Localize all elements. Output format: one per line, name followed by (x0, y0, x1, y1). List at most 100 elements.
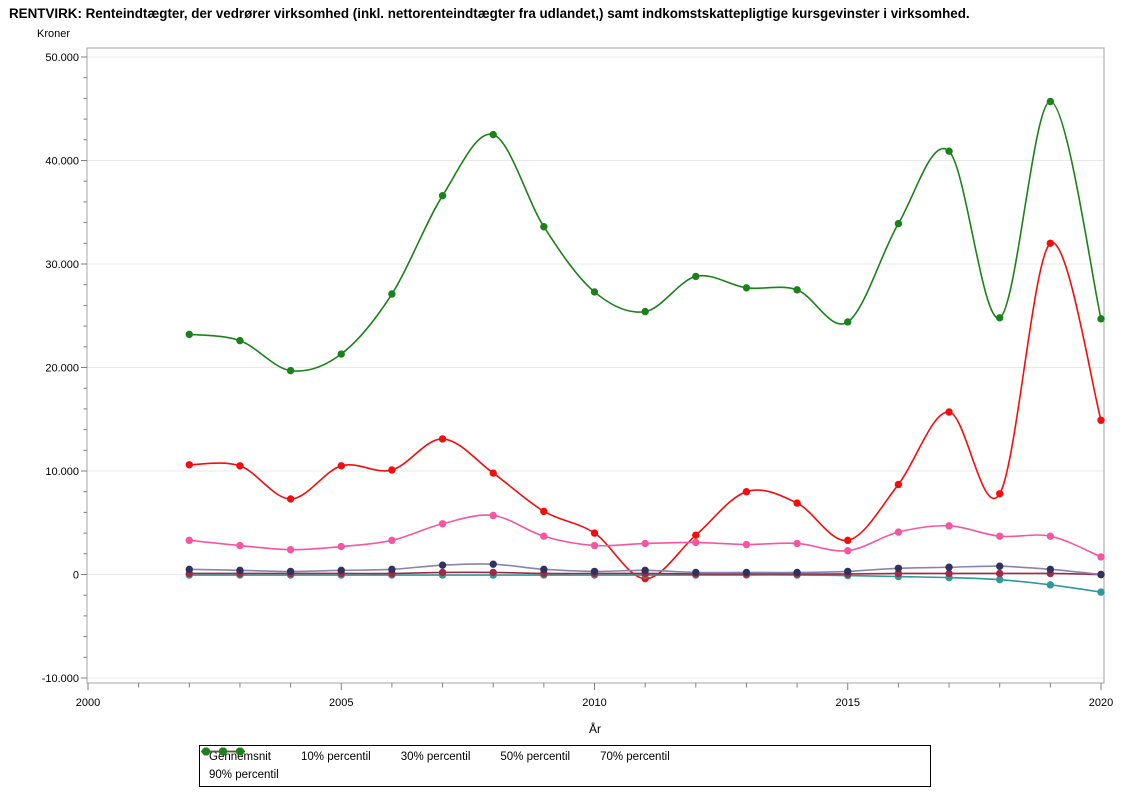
data-point (286, 567, 295, 576)
data-point (489, 130, 497, 139)
series-90-percentil (185, 97, 1105, 375)
data-point (641, 539, 649, 548)
legend-entry: 10% percentil (201, 747, 371, 763)
legend-label: 50% percentil (500, 751, 571, 763)
data-point (996, 562, 1004, 570)
data-point (742, 284, 751, 292)
x-axis-title: År (589, 721, 601, 736)
data-point (286, 495, 295, 503)
data-point (185, 330, 193, 339)
data-point (894, 480, 903, 489)
legend-label: 10% percentil (301, 751, 371, 763)
data-point (236, 462, 244, 470)
data-point (438, 561, 447, 569)
x-tick-label: 2020 (1089, 697, 1113, 709)
data-point (996, 575, 1004, 584)
data-point (742, 540, 751, 549)
data-point (388, 466, 396, 474)
legend-label: 90% percentil (209, 769, 279, 781)
data-point (844, 567, 852, 576)
axis-ticks (81, 56, 1102, 690)
y-tick-label: 30.000 (45, 259, 79, 271)
data-point (1097, 315, 1105, 323)
y-tick-label: 40.000 (45, 156, 79, 168)
data-point (540, 532, 548, 540)
data-point (286, 366, 295, 375)
data-point (692, 568, 700, 577)
data-point (388, 290, 396, 298)
data-point (793, 568, 801, 577)
data-point (894, 564, 903, 572)
data-point (1097, 570, 1105, 579)
data-point (1046, 581, 1055, 589)
data-point (945, 408, 953, 416)
y-tick-label: 50.000 (45, 52, 79, 64)
chart-title: RENTVIRK: Renteindtægter, der vedrører v… (9, 6, 970, 21)
data-point (1097, 416, 1105, 424)
data-point (540, 507, 548, 516)
data-point (489, 568, 497, 577)
data-point (337, 566, 345, 575)
legend-entry: 50% percentil (201, 747, 571, 763)
data-point (286, 545, 295, 554)
data-point (641, 566, 649, 575)
data-point (1046, 239, 1055, 247)
data-point (793, 286, 801, 294)
x-tick-label: 2015 (836, 697, 860, 709)
data-point (540, 565, 548, 574)
data-point (945, 522, 953, 530)
data-point (489, 560, 497, 568)
data-point (844, 547, 852, 555)
data-point (996, 569, 1004, 578)
data-point (1046, 532, 1055, 540)
data-point (388, 565, 396, 574)
data-point (996, 490, 1004, 498)
series-50-percentil (185, 560, 1105, 579)
data-point (692, 538, 700, 547)
data-point (894, 528, 903, 536)
data-point (185, 536, 193, 545)
data-point (337, 542, 345, 551)
data-point (489, 511, 497, 520)
x-axis-tick-labels: 2000 2005 2010 2015 2020 (76, 697, 1113, 709)
series-gennemsnit (185, 239, 1105, 583)
data-point (945, 569, 953, 578)
y-axis-unit-label: Kroner (37, 28, 70, 40)
data-point (337, 462, 345, 470)
data-point (590, 288, 599, 296)
legend-row: 90% percentil (201, 747, 921, 784)
data-point (945, 563, 953, 571)
data-point (793, 539, 801, 548)
legend-entry: 70% percentil (201, 747, 670, 763)
data-point (185, 565, 193, 574)
data-point (692, 531, 700, 539)
data-point (489, 469, 497, 477)
data-point (996, 532, 1004, 540)
data-point (1097, 553, 1105, 561)
x-tick-label: 2010 (582, 697, 606, 709)
data-point (641, 307, 649, 316)
plot-frame (86, 47, 1105, 684)
data-point (337, 350, 345, 358)
x-tick-label: 2005 (329, 697, 353, 709)
data-point (590, 567, 599, 576)
y-tick-label: 10.000 (45, 466, 79, 478)
legend-label: 30% percentil (400, 751, 471, 763)
data-point (438, 520, 447, 528)
series-group (185, 97, 1105, 596)
data-point (945, 147, 953, 155)
data-point (388, 536, 396, 545)
data-point (1097, 588, 1105, 596)
data-point (894, 569, 903, 578)
series-70-percentil (185, 511, 1105, 561)
y-axis-tick-labels: 50.000 40.000 30.000 20.000 10.000 0 -10.000 (42, 52, 79, 685)
data-point (236, 566, 244, 575)
data-point (438, 191, 447, 200)
data-point (1046, 97, 1055, 106)
legend-label: 70% percentil (600, 751, 670, 763)
data-point (438, 435, 447, 443)
data-point (742, 568, 751, 577)
data-point (590, 541, 599, 550)
y-tick-label: -10.000 (42, 673, 79, 685)
data-point (844, 536, 852, 545)
